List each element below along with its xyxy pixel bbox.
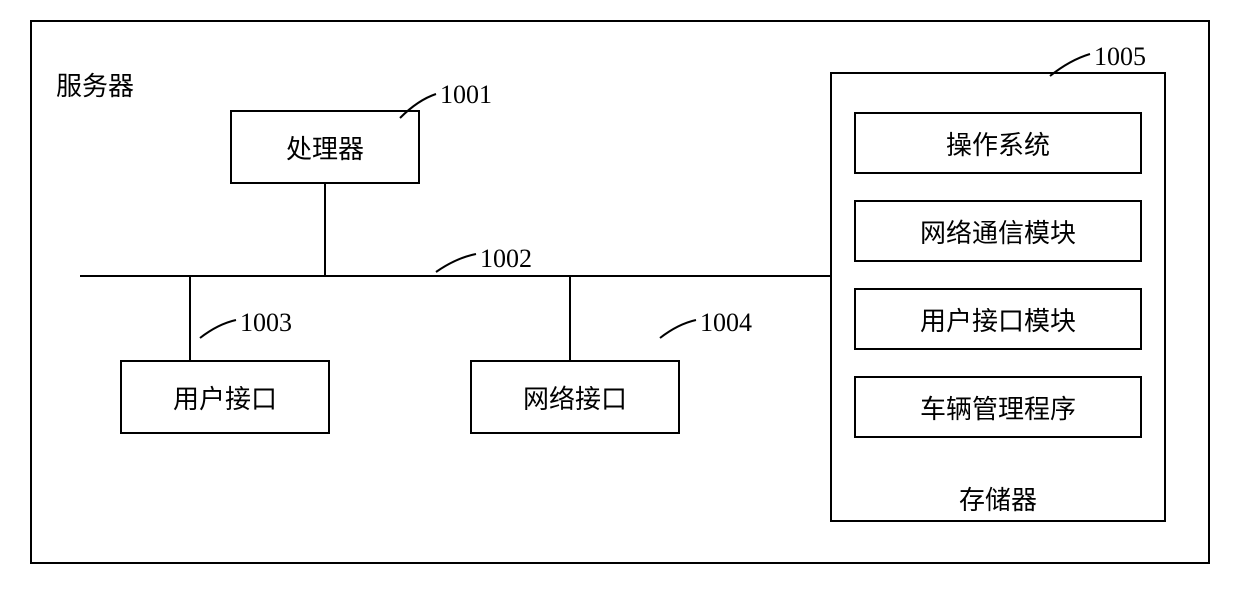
memory-item-label: 车辆管理程序 [920,389,1076,426]
diagram-canvas: 服务器 处理器 1001 用户接口 1003 网络接口 1004 1002 存储… [0,0,1240,592]
memory-item-label: 用户接口模块 [920,301,1076,338]
processor-ref: 1001 [440,80,492,110]
memory-item: 用户接口模块 [854,288,1142,350]
bus-ref: 1002 [480,244,532,274]
network-interface-ref: 1004 [700,308,752,338]
network-interface-box: 网络接口 [470,360,680,434]
memory-item: 网络通信模块 [854,200,1142,262]
diagram-title: 服务器 [56,66,134,103]
user-interface-ref: 1003 [240,308,292,338]
memory-ref: 1005 [1094,42,1146,72]
user-interface-box: 用户接口 [120,360,330,434]
memory-item: 操作系统 [854,112,1142,174]
memory-item: 车辆管理程序 [854,376,1142,438]
processor-label: 处理器 [286,129,364,166]
network-interface-label: 网络接口 [523,379,627,416]
user-interface-label: 用户接口 [173,379,277,416]
processor-box: 处理器 [230,110,420,184]
memory-item-label: 操作系统 [946,125,1050,162]
memory-item-label: 网络通信模块 [920,213,1076,250]
memory-caption: 存储器 [832,480,1164,517]
